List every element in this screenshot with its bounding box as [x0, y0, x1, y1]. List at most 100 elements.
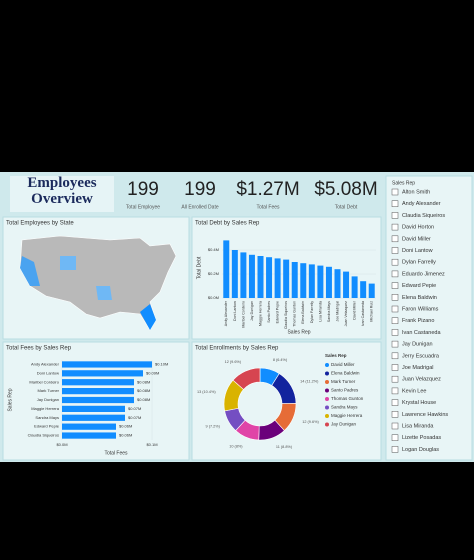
bar: [62, 388, 134, 395]
slicer-item[interactable]: Edward Pepie: [402, 283, 436, 289]
x-tick-label: Jay Dunigan: [250, 301, 254, 321]
slicer-item[interactable]: Eduardo Jimenez: [402, 271, 445, 277]
x-tick-label: Claudia Siqueiros: [284, 301, 288, 329]
bar: [231, 250, 238, 298]
legend-title: Sales Rep: [325, 353, 347, 358]
bar: [62, 379, 134, 386]
slicer-item[interactable]: Doni Lantow: [402, 248, 433, 254]
bar: [351, 276, 358, 298]
legend-label: Santo Padres: [331, 388, 359, 393]
checkbox[interactable]: [391, 212, 399, 219]
y-axis-label: Total Debt: [196, 256, 202, 279]
slicer-item[interactable]: Jerry Escuadra: [402, 353, 440, 359]
value-label: 12 (9.6%): [302, 420, 319, 424]
legend-swatch: [325, 380, 329, 384]
slicer-item[interactable]: Frank Pizano: [402, 318, 434, 324]
checkbox[interactable]: [391, 340, 399, 348]
slicer-item[interactable]: Joe Madrigal: [402, 365, 434, 371]
slicer-item[interactable]: Lizette Posadas: [402, 435, 441, 441]
y-tick-label: Sandra Mays: [35, 415, 59, 420]
checkbox[interactable]: [391, 364, 399, 371]
x-tick-label: Santo Padres: [267, 301, 271, 323]
slicer-item[interactable]: Faron Williams: [402, 306, 439, 312]
slicer-item[interactable]: Krystal House: [402, 400, 436, 406]
checkbox[interactable]: [391, 422, 399, 430]
checkbox[interactable]: [391, 329, 399, 336]
slicer-item[interactable]: David Horton: [402, 225, 434, 231]
checkbox[interactable]: [391, 399, 399, 406]
checkbox[interactable]: [391, 434, 399, 441]
slicer-item[interactable]: David Miller: [402, 236, 431, 242]
bar: [274, 258, 281, 298]
bar: [62, 423, 116, 430]
map-region: [60, 256, 76, 270]
value-label: 14 (11.2%): [300, 379, 319, 383]
y-tick-label: Maribel Cordeiro: [29, 379, 59, 384]
x-axis-label: Sales Rep: [287, 329, 310, 335]
x-tick-label: Maribel Cordeiro: [241, 301, 245, 328]
checkbox[interactable]: [391, 294, 399, 301]
x-tick-label: Doni Lantow: [233, 301, 237, 321]
x-tick-label: Sandra Mays: [327, 301, 331, 322]
bar: [62, 396, 134, 404]
checkbox[interactable]: [391, 188, 399, 196]
legend-swatch: [325, 388, 329, 393]
legend-swatch: [325, 371, 329, 376]
checkbox[interactable]: [391, 317, 399, 324]
map-region: [96, 286, 112, 300]
kpi-value: $1.27M: [236, 179, 299, 200]
checkbox[interactable]: [391, 235, 399, 243]
slicer-item[interactable]: Ivan Castaneda: [402, 330, 441, 336]
slicer-panel: [385, 175, 473, 461]
slicer-item[interactable]: Elena Baldwin: [402, 295, 437, 301]
checkbox[interactable]: [391, 305, 399, 313]
legend-label: Maggie Herrera: [331, 413, 363, 418]
slicer-item[interactable]: Lawrence Hawkins: [402, 412, 448, 418]
slicer-item[interactable]: Juan Velazquez: [402, 377, 441, 383]
chart-title: Total Fees by Sales Rep: [6, 346, 72, 352]
value-label: 8 (6.4%): [273, 358, 288, 362]
x-tick-label: Michael Ruiz: [370, 301, 374, 322]
bar: [62, 361, 152, 368]
slicer-item[interactable]: Dylan Farrelly: [402, 260, 436, 266]
slicer-item[interactable]: Claudia Siqueiros: [402, 213, 445, 219]
kpi-label: All Enrolled Date: [181, 204, 218, 210]
legend-swatch: [325, 422, 329, 427]
checkbox[interactable]: [391, 375, 399, 383]
slicer-item[interactable]: Logan Douglas: [402, 447, 439, 453]
slicer-item[interactable]: Andy Alexander: [402, 201, 441, 207]
chart-title: Total Enrollments by Sales Rep: [195, 346, 279, 352]
value-label: 12 (9.6%): [225, 360, 242, 364]
checkbox[interactable]: [391, 258, 399, 266]
x-tick-label: Edward Pepie: [276, 301, 280, 323]
checkbox[interactable]: [391, 247, 399, 254]
y-tick-label: Doni Lantow: [37, 370, 59, 375]
checkbox[interactable]: [391, 282, 399, 289]
value-label: $0.08M: [137, 379, 150, 384]
x-tick-label: $0.1M: [146, 442, 157, 447]
slicer-item[interactable]: Lisa Miranda: [402, 423, 434, 429]
slicer-item[interactable]: Jay Dunigan: [402, 342, 433, 348]
checkbox[interactable]: [391, 270, 399, 278]
x-tick-label: Elena Baldwin: [301, 301, 305, 324]
bar: [283, 259, 290, 298]
checkbox[interactable]: [391, 223, 399, 231]
legend-label: Sandra Mays: [331, 405, 358, 410]
slicer-item[interactable]: Alton Smith: [402, 189, 430, 195]
checkbox[interactable]: [391, 411, 399, 418]
y-tick-label: Maggie Herrera: [31, 406, 60, 411]
kpi-value: $5.08M: [314, 179, 377, 200]
value-label: $0.07M: [128, 415, 141, 420]
y-tick-label: Andy Alexander: [31, 362, 60, 367]
kpi-value: 199: [127, 179, 159, 200]
checkbox[interactable]: [391, 446, 399, 453]
bar: [248, 254, 255, 298]
checkbox[interactable]: [391, 200, 399, 207]
legend-swatch: [325, 414, 329, 418]
kpi-label: Total Employee: [126, 204, 160, 210]
y-tick-label: Claudia Siqueiros: [28, 433, 59, 438]
checkbox[interactable]: [391, 387, 399, 395]
slicer-item[interactable]: Kevin Lee: [402, 388, 426, 394]
map-region: [20, 256, 40, 286]
checkbox[interactable]: [391, 352, 399, 360]
